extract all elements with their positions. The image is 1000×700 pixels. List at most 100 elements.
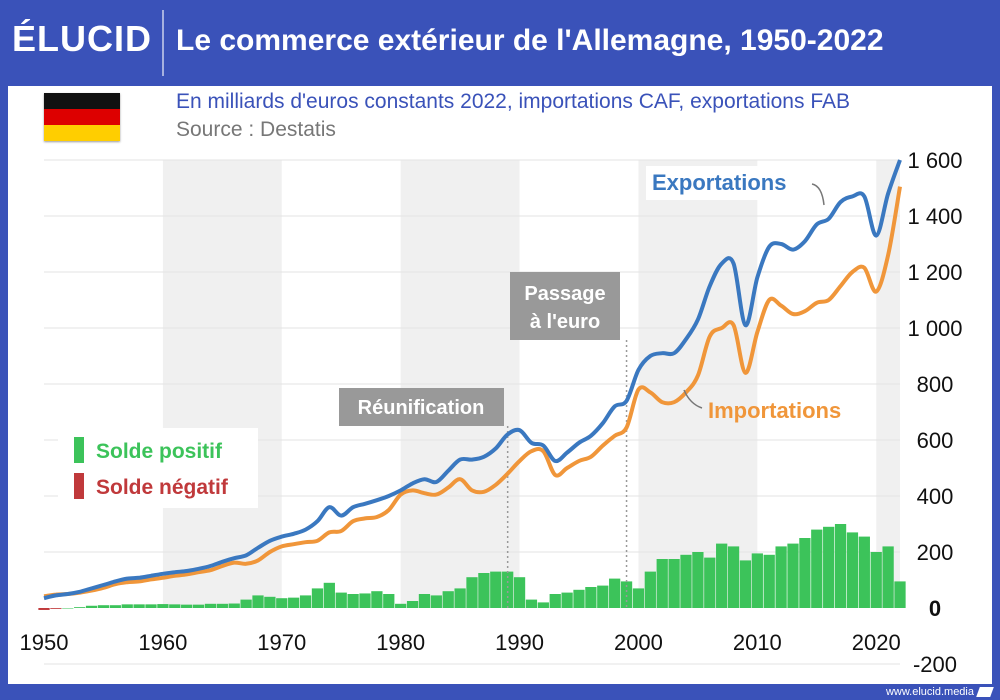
balance-bar — [549, 594, 561, 608]
balance-bar — [858, 536, 870, 608]
balance-bar — [799, 538, 811, 608]
balance-bar — [620, 581, 633, 608]
y-tick-label: 1 200 — [907, 260, 962, 285]
balance-bar — [406, 601, 419, 608]
balance-bar — [192, 604, 205, 608]
x-tick-label: 1990 — [495, 630, 544, 655]
exports-line — [43, 159, 902, 601]
balance-bar — [169, 604, 181, 608]
reunification-box — [339, 388, 504, 426]
balance-bar — [359, 593, 371, 608]
balance-bar — [823, 526, 835, 608]
header-bar: ÉLUCID Le commerce extérieur de l'Allema… — [0, 0, 1000, 86]
balance-bar — [216, 603, 228, 608]
x-tick-label: 2010 — [733, 630, 782, 655]
balance-bar — [157, 604, 169, 608]
elucid-logo[interactable]: ÉLUCID — [12, 18, 152, 59]
germany-flag-icon — [44, 93, 120, 141]
x-tick-label: 1970 — [257, 630, 306, 655]
balance-bar — [347, 594, 359, 608]
balance-bar — [276, 598, 288, 608]
balance-bar — [763, 554, 775, 608]
exports-leader-line — [811, 183, 825, 206]
chart-subtitle: En milliards d'euros constants 2022, imp… — [176, 90, 850, 113]
balance-bar — [299, 595, 312, 608]
imports-label-group: Importations — [683, 389, 841, 423]
balance-bar — [490, 571, 502, 608]
flag-stripe-black — [44, 93, 120, 109]
balance-bar — [597, 585, 609, 608]
balance-bar — [38, 608, 50, 610]
balance-bar — [85, 605, 98, 608]
balance-bar — [656, 559, 668, 608]
balance-bar — [668, 559, 680, 608]
flag-stripe-red — [44, 109, 120, 125]
balance-bar — [632, 588, 645, 608]
legend-label-negative: Solde négatif — [96, 476, 229, 499]
balance-bar — [716, 543, 728, 608]
balance-bar — [454, 588, 466, 608]
balance-bar — [680, 554, 692, 608]
balance-bar — [870, 552, 882, 608]
footer-url[interactable]: www.elucid.media — [885, 686, 974, 698]
balance-bar — [442, 591, 454, 608]
header-divider — [162, 10, 164, 76]
balance-bar — [609, 578, 621, 608]
imports-leader-line — [683, 389, 703, 409]
balance-bar — [513, 577, 526, 608]
balance-bar — [228, 603, 240, 608]
euro-box — [510, 272, 620, 340]
balance-bar — [430, 595, 442, 608]
x-tick-label: 2000 — [614, 630, 663, 655]
balance-bar — [502, 571, 514, 608]
balance-bar — [133, 604, 145, 608]
balance-bar — [97, 605, 110, 608]
balance-bar — [121, 604, 133, 608]
balance-bar — [751, 553, 763, 608]
balance-bar — [181, 604, 193, 608]
y-tick-label: 200 — [917, 540, 954, 565]
balance-bar — [50, 608, 62, 609]
euro-label-line2: à l'euro — [530, 311, 600, 333]
y-tick-label: 400 — [917, 484, 954, 509]
legend-label-positive: Solde positif — [96, 440, 223, 463]
y-tick-label: 0 — [929, 596, 941, 621]
y-tick-label: -200 — [913, 652, 957, 677]
annotation-reunification: Réunification — [339, 388, 504, 426]
balance-bar — [704, 557, 716, 608]
balance-bar — [775, 546, 787, 608]
x-tick-label: 1980 — [376, 630, 425, 655]
reunification-label: Réunification — [358, 397, 485, 419]
balance-bar — [311, 588, 324, 608]
balance-bar — [109, 605, 121, 608]
balance-bar — [145, 604, 157, 608]
balance-bar — [383, 594, 395, 608]
y-tick-label: 600 — [917, 428, 954, 453]
legend-swatch-negative — [74, 473, 84, 499]
imports-line — [43, 186, 902, 599]
balance-bar — [561, 592, 573, 608]
balance-bar — [288, 597, 300, 608]
balance-bar — [395, 603, 407, 608]
imports-series-label: Importations — [708, 398, 841, 423]
chart-source: Source : Destatis — [176, 118, 336, 141]
balance-bar — [692, 552, 704, 608]
balance-bar — [466, 577, 478, 608]
balance-bar — [74, 607, 86, 608]
page-title: Le commerce extérieur de l'Allemagne, 19… — [176, 24, 884, 57]
x-tick-label: 2020 — [852, 630, 901, 655]
balance-bar — [240, 599, 252, 608]
balance-bar — [371, 591, 383, 608]
y-tick-label: 800 — [917, 372, 954, 397]
balance-bar — [418, 594, 431, 608]
balance-bar — [894, 581, 906, 608]
balance-bar — [62, 608, 74, 609]
balance-bar — [787, 543, 799, 608]
balance-bar — [204, 603, 217, 608]
exports-series-label: Exportations — [652, 170, 786, 195]
exports-label-group: Exportations — [646, 166, 825, 206]
y-tick-label: 1 400 — [907, 204, 962, 229]
legend: Solde positif Solde négatif — [58, 428, 258, 508]
balance-bar — [811, 529, 823, 608]
balance-bar — [264, 596, 276, 608]
